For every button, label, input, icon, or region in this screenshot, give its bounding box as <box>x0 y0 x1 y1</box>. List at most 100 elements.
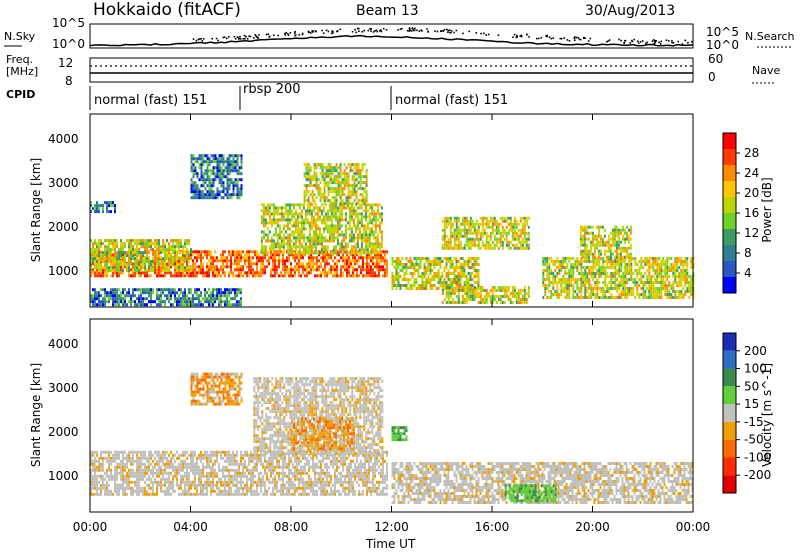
data-cell <box>200 154 203 158</box>
data-cell <box>588 287 591 290</box>
data-cell <box>405 257 408 260</box>
data-cell <box>305 163 308 167</box>
data-cell <box>654 269 657 272</box>
data-cell <box>216 157 219 161</box>
data-cell <box>228 253 230 257</box>
data-cell <box>501 234 504 238</box>
data-cell <box>680 269 683 272</box>
data-cell <box>594 281 597 284</box>
data-cell <box>372 274 374 278</box>
nsearch-dot <box>526 33 528 36</box>
data-cell <box>270 271 272 275</box>
data-cell <box>304 253 306 257</box>
data-cell <box>206 253 208 257</box>
data-cell <box>216 190 219 194</box>
data-cell <box>419 257 422 260</box>
data-cell <box>550 293 553 296</box>
data-cell <box>296 230 299 234</box>
data-cell <box>365 178 368 182</box>
data-cell <box>457 284 460 287</box>
data-cell <box>354 245 357 249</box>
data-cell <box>90 248 92 252</box>
data-cell <box>110 294 112 298</box>
data-cell <box>451 289 454 292</box>
data-cell <box>144 263 146 267</box>
data-cell <box>284 274 286 278</box>
data-cell <box>345 202 348 206</box>
data-cell <box>397 278 400 281</box>
data-cell <box>523 289 526 292</box>
data-cell <box>164 300 166 304</box>
data-cell <box>445 301 448 304</box>
data-cell <box>626 281 629 284</box>
data-cell <box>188 257 190 261</box>
data-cell <box>184 260 186 264</box>
data-cell <box>680 290 683 293</box>
data-cell <box>326 224 329 228</box>
data-cell <box>592 287 595 290</box>
data-cell <box>554 281 557 284</box>
data-cell <box>471 292 474 295</box>
data-cell <box>380 218 383 222</box>
nsearch-dot <box>633 38 635 41</box>
data-cell <box>122 251 124 255</box>
data-cell <box>262 262 264 266</box>
data-cell <box>650 284 653 287</box>
data-cell <box>455 246 458 250</box>
data-cell <box>194 274 196 278</box>
data-cell <box>457 240 460 244</box>
data-cell <box>465 263 468 266</box>
data-cell <box>598 287 601 290</box>
data-cell <box>648 275 651 278</box>
data-cell <box>576 296 579 299</box>
nsearch-dot <box>579 38 582 41</box>
nsky-right-tick-high: 10^5 <box>706 25 739 39</box>
data-cell <box>690 284 693 287</box>
data-cell <box>411 275 414 278</box>
data-cell <box>638 278 641 281</box>
data-cell <box>550 257 553 260</box>
data-cell <box>152 248 154 252</box>
data-cell <box>278 206 281 210</box>
data-cell <box>108 239 110 243</box>
data-cell <box>357 175 360 179</box>
data-cell <box>334 268 336 272</box>
data-cell <box>222 157 225 161</box>
data-cell <box>678 257 681 260</box>
data-cell <box>352 256 354 260</box>
data-cell <box>425 278 428 281</box>
data-cell <box>612 263 615 266</box>
data-cell <box>397 266 400 269</box>
data-cell <box>372 224 375 228</box>
data-cell <box>332 274 334 278</box>
data-cell <box>351 187 354 191</box>
data-cell <box>296 236 299 240</box>
data-cell <box>146 260 148 264</box>
data-cell <box>461 219 464 223</box>
data-cell <box>527 289 530 292</box>
data-cell <box>282 236 285 240</box>
data-cell <box>360 215 363 219</box>
data-cell <box>479 231 482 235</box>
data-cell <box>304 236 307 240</box>
data-cell <box>331 169 334 173</box>
data-cell <box>560 284 563 287</box>
data-cell <box>368 271 370 275</box>
data-cell <box>200 169 203 173</box>
data-cell <box>344 227 347 231</box>
data-cell <box>548 263 551 266</box>
data-cell <box>378 274 380 278</box>
data-cell <box>670 269 673 272</box>
data-cell <box>304 212 307 216</box>
data-cell <box>670 296 673 299</box>
data-cell <box>282 262 284 266</box>
data-cell <box>140 251 142 255</box>
data-cell <box>405 287 408 290</box>
data-cell <box>298 227 301 231</box>
data-cell <box>136 266 138 270</box>
data-cell <box>433 278 436 281</box>
data-cell <box>453 269 456 272</box>
data-cell <box>266 253 268 257</box>
data-cell <box>525 292 528 295</box>
data-cell <box>356 224 359 228</box>
